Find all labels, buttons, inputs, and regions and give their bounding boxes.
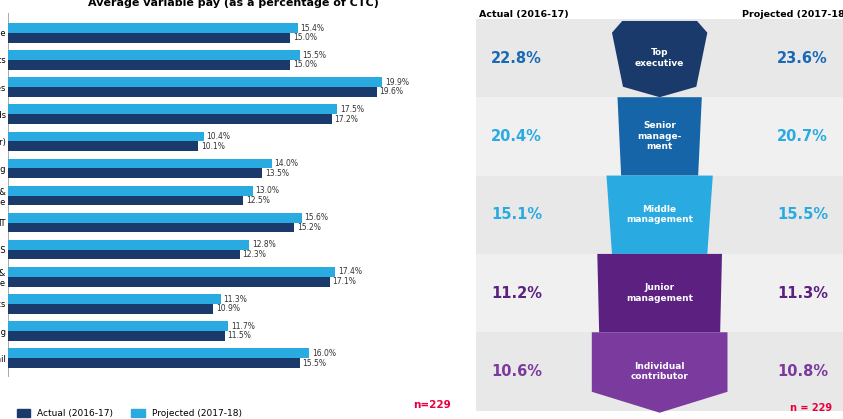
- Polygon shape: [598, 254, 722, 332]
- Bar: [476, 97, 843, 176]
- Text: n = 229: n = 229: [790, 403, 832, 413]
- Bar: [8, 60, 290, 70]
- Bar: [8, 196, 244, 205]
- Polygon shape: [612, 21, 707, 97]
- Text: 13.5%: 13.5%: [265, 169, 289, 178]
- Bar: [8, 104, 337, 114]
- Text: 17.5%: 17.5%: [340, 105, 364, 114]
- Bar: [8, 132, 204, 141]
- Bar: [8, 358, 300, 368]
- Text: 10.6%: 10.6%: [491, 364, 542, 379]
- Text: 22.8%: 22.8%: [491, 51, 542, 65]
- Text: Junior
management: Junior management: [626, 283, 693, 303]
- Text: 15.4%: 15.4%: [301, 23, 325, 33]
- Bar: [476, 254, 843, 332]
- Bar: [8, 348, 309, 358]
- Text: 11.3%: 11.3%: [777, 286, 828, 300]
- Text: 15.0%: 15.0%: [293, 60, 317, 70]
- Text: Senior
manage-
ment: Senior manage- ment: [637, 122, 682, 151]
- Text: 11.5%: 11.5%: [228, 331, 251, 340]
- Bar: [8, 331, 224, 341]
- Bar: [8, 304, 213, 314]
- Text: 12.3%: 12.3%: [243, 250, 266, 259]
- Text: 13.0%: 13.0%: [255, 186, 280, 195]
- Text: 15.0%: 15.0%: [293, 33, 317, 42]
- Text: Middle
management: Middle management: [626, 205, 693, 225]
- Polygon shape: [617, 97, 702, 176]
- Bar: [8, 213, 302, 222]
- Polygon shape: [606, 176, 713, 254]
- Text: 11.7%: 11.7%: [231, 322, 255, 331]
- Text: 15.5%: 15.5%: [303, 51, 326, 59]
- Text: 16.0%: 16.0%: [312, 349, 336, 358]
- Bar: [8, 267, 336, 277]
- Bar: [8, 250, 239, 259]
- Text: 10.9%: 10.9%: [216, 304, 240, 313]
- Polygon shape: [592, 332, 728, 413]
- Text: 14.0%: 14.0%: [274, 159, 298, 168]
- Text: n=229: n=229: [413, 400, 450, 410]
- Text: 11.3%: 11.3%: [223, 295, 248, 303]
- Bar: [8, 294, 221, 304]
- Text: 23.6%: 23.6%: [777, 51, 828, 65]
- Text: 12.5%: 12.5%: [246, 196, 270, 205]
- Bar: [8, 277, 330, 287]
- Bar: [8, 33, 290, 43]
- Bar: [8, 240, 249, 250]
- Text: Individual
contributor: Individual contributor: [631, 362, 689, 381]
- Text: 10.1%: 10.1%: [201, 142, 225, 151]
- Bar: [8, 87, 377, 97]
- Bar: [8, 222, 294, 233]
- Text: 20.7%: 20.7%: [777, 129, 828, 144]
- Bar: [8, 141, 198, 151]
- Text: 10.8%: 10.8%: [777, 364, 828, 379]
- Bar: [476, 19, 843, 97]
- Text: 15.5%: 15.5%: [777, 207, 828, 222]
- Text: 15.1%: 15.1%: [491, 207, 542, 222]
- Text: 17.4%: 17.4%: [338, 267, 362, 277]
- Bar: [476, 332, 843, 411]
- Text: 11.2%: 11.2%: [491, 286, 542, 300]
- Text: 17.1%: 17.1%: [333, 277, 357, 286]
- Bar: [8, 321, 228, 331]
- Bar: [8, 78, 383, 87]
- Bar: [8, 186, 253, 196]
- Text: 20.4%: 20.4%: [491, 129, 542, 144]
- Text: 10.4%: 10.4%: [207, 132, 231, 141]
- Bar: [8, 114, 331, 124]
- Text: 19.6%: 19.6%: [379, 88, 404, 96]
- Legend: Actual (2016-17), Projected (2017-18): Actual (2016-17), Projected (2017-18): [13, 406, 246, 419]
- Bar: [8, 23, 298, 33]
- Text: Actual (2016-17): Actual (2016-17): [479, 10, 569, 19]
- Bar: [8, 50, 300, 60]
- Text: 15.2%: 15.2%: [297, 223, 320, 232]
- Bar: [8, 168, 262, 178]
- Title: Average variable pay (as a percentage of CTC): Average variable pay (as a percentage of…: [89, 0, 379, 8]
- Text: 15.6%: 15.6%: [304, 213, 329, 222]
- Text: Top
executive: Top executive: [635, 48, 685, 68]
- Text: 12.8%: 12.8%: [252, 241, 276, 249]
- Text: Projected (2017-18): Projected (2017-18): [742, 10, 843, 19]
- Text: 19.9%: 19.9%: [385, 78, 409, 87]
- Bar: [8, 159, 271, 168]
- Text: 15.5%: 15.5%: [303, 359, 326, 367]
- Bar: [476, 176, 843, 254]
- Text: 17.2%: 17.2%: [335, 114, 358, 124]
